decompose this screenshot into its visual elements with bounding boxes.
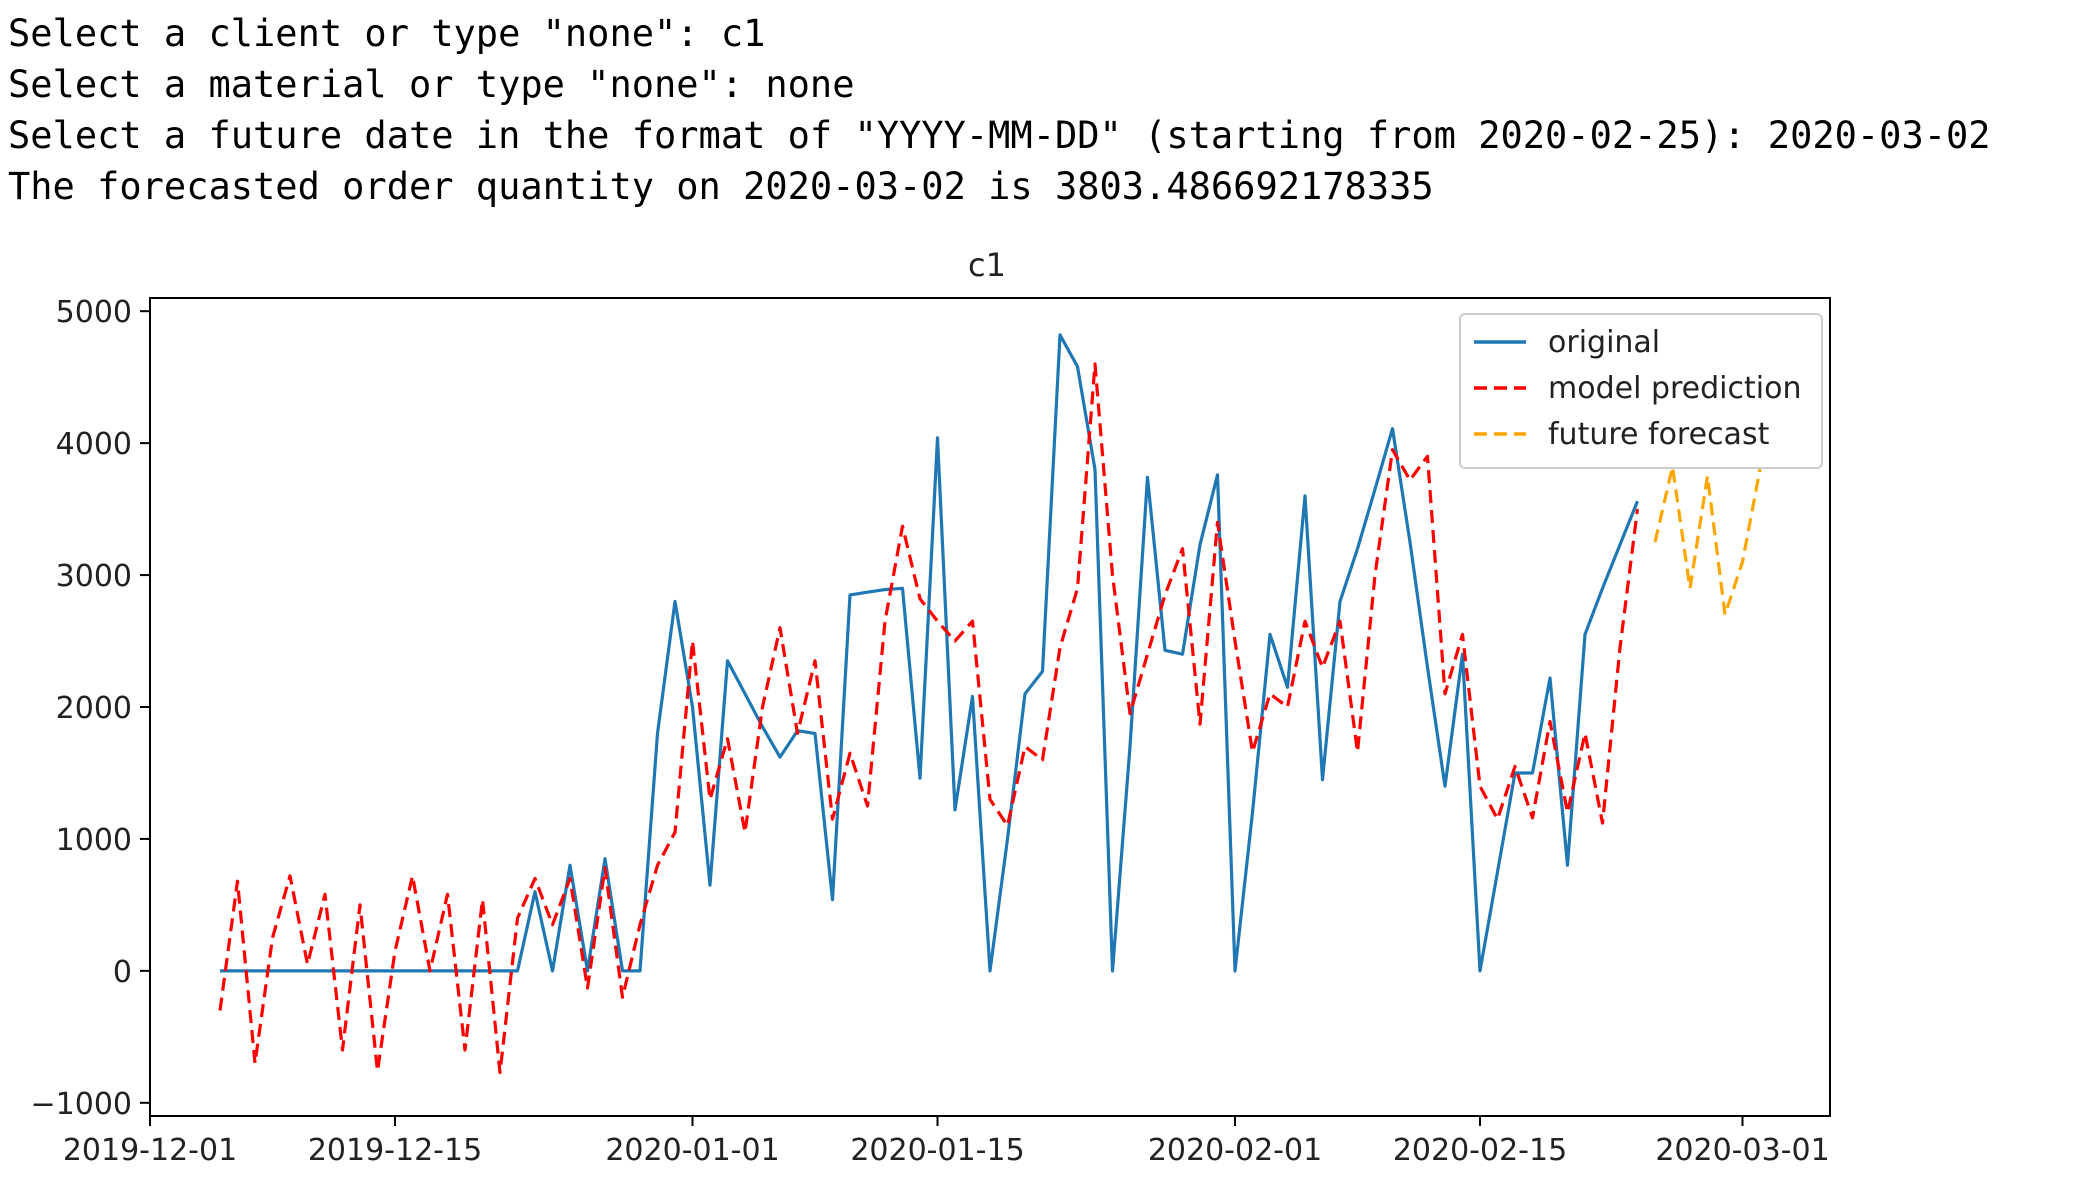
x-tick-label: 2020-02-15 — [1393, 1133, 1567, 1168]
x-tick-label: 2019-12-15 — [308, 1133, 482, 1168]
forecast-chart: c1 −1000 0 1000 2000 3000 4000 5000 2019-12-01… — [31, 246, 1831, 1168]
legend-label: original — [1548, 325, 1660, 360]
forecast-result-line: The forecasted order quantity on 2020-03… — [8, 165, 1434, 208]
y-tick-label: −1000 — [31, 1087, 132, 1122]
console-output: Select a client or type "none": c1 Selec… — [8, 8, 2068, 212]
x-tick-label: 2020-01-15 — [850, 1133, 1024, 1168]
chart-title: c1 — [968, 246, 1006, 284]
x-tick-label: 2020-01-01 — [605, 1133, 779, 1168]
material-prompt-line: Select a material or type "none": none — [8, 63, 855, 106]
x-tick-label: 2020-02-01 — [1148, 1133, 1322, 1168]
series-line-original — [220, 333, 1639, 973]
y-tick-label: 5000 — [56, 295, 132, 330]
forecast-chart-container: c1 −1000 0 1000 2000 3000 4000 5000 2019-12-01… — [0, 236, 2075, 1192]
x-tick-label: 2020-03-01 — [1655, 1133, 1829, 1168]
legend-label: future forecast — [1548, 417, 1770, 452]
series-line-future-forecast — [1653, 465, 1762, 617]
client-prompt-line: Select a client or type "none": c1 — [8, 12, 766, 55]
legend-label: model prediction — [1548, 371, 1801, 406]
y-tick-label: 3000 — [56, 559, 132, 594]
series-line-model-prediction — [218, 362, 1640, 1075]
date-prompt-line: Select a future date in the format of "Y… — [8, 114, 1991, 157]
y-tick-label: 1000 — [56, 823, 132, 858]
y-tick-label: 0 — [113, 955, 132, 990]
x-tick-label: 2019-12-01 — [63, 1133, 237, 1168]
legend-frame — [1459, 313, 1823, 469]
chart-legend: original model prediction future forecast — [1459, 313, 1823, 469]
y-tick-label: 2000 — [56, 691, 132, 726]
y-tick-label: 4000 — [56, 427, 132, 462]
